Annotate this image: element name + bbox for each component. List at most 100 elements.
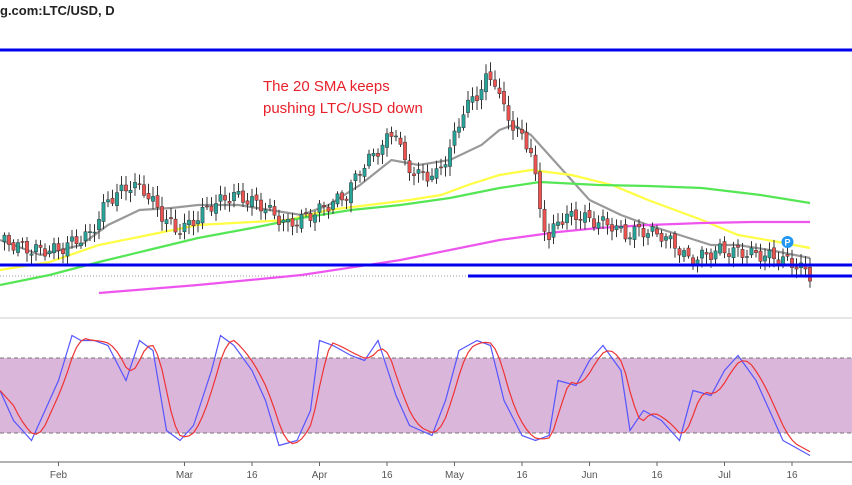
candle-body [619, 225, 623, 229]
candle-body [475, 95, 479, 102]
candle-body [740, 249, 745, 258]
x-tick-label: Jul [718, 470, 731, 481]
candle-body [650, 226, 655, 232]
candle-body [164, 219, 169, 224]
candle-body [209, 205, 214, 212]
candle-body [380, 144, 385, 155]
candle-body [682, 250, 686, 257]
candle-body [38, 244, 43, 248]
candle-body [587, 210, 592, 219]
candle-body [713, 250, 718, 260]
candle-body [344, 198, 349, 201]
candle-body [488, 71, 493, 80]
candle-body [101, 202, 106, 222]
candle-body [646, 233, 650, 238]
candle-body [745, 256, 749, 258]
candle-body [457, 126, 461, 133]
candle-body [785, 254, 790, 257]
candle-body [542, 209, 547, 232]
candle-body [578, 219, 583, 221]
candle-body [623, 224, 628, 240]
candle-body [497, 87, 502, 94]
candle-body [452, 130, 457, 146]
candle-body [709, 252, 713, 260]
candle-body [295, 224, 299, 227]
candle-body [520, 129, 524, 134]
candle-body [385, 133, 389, 148]
candle-body [83, 231, 88, 241]
candle-body [790, 258, 794, 268]
candle-body [182, 222, 187, 232]
candle-body [43, 248, 47, 257]
candle-body [767, 249, 772, 259]
candle-body [398, 137, 403, 145]
candle-body [317, 203, 322, 213]
x-tick-label: 16 [381, 470, 393, 481]
candle-body [259, 199, 263, 212]
stoch-k-line [0, 334, 811, 457]
candle-body [155, 195, 160, 208]
candle-body [281, 219, 286, 223]
candle-body [322, 205, 326, 207]
candle-body [412, 173, 416, 176]
candle-body [115, 192, 119, 207]
candle-body [700, 249, 704, 259]
candle-body [565, 213, 569, 224]
candle-body [794, 266, 799, 270]
stoch-d-line [0, 337, 811, 453]
candle-body [470, 96, 475, 103]
candle-body [277, 215, 281, 225]
candle-body [160, 206, 164, 222]
annotation-line-1: The 20 SMA keeps [263, 78, 390, 95]
candle-body [502, 91, 506, 105]
candle-body [506, 105, 511, 121]
candle-body [551, 223, 556, 238]
candle-body [88, 231, 92, 234]
candle-body [245, 200, 250, 205]
candle-body [403, 141, 407, 161]
candle-body [349, 182, 353, 204]
candle-body [133, 182, 137, 189]
candle-body [628, 237, 632, 240]
candle-body [659, 232, 664, 242]
candle-body [466, 99, 470, 113]
sma-line-sma100 [0, 180, 811, 287]
candle-body [434, 168, 439, 179]
candle-body [425, 171, 430, 182]
candle-body [511, 120, 515, 131]
candle-body [124, 184, 128, 192]
candle-body [754, 250, 758, 253]
candle-body [376, 153, 380, 157]
candle-body [538, 171, 542, 209]
candle-body [11, 242, 16, 251]
candle-body [407, 160, 412, 174]
candle-body [106, 199, 110, 203]
candle-body [142, 184, 146, 196]
candle-body [286, 218, 290, 223]
candle-body [556, 221, 560, 226]
candle-body [592, 218, 596, 228]
candle-body [758, 250, 763, 262]
candle-body [241, 190, 245, 203]
candle-body [236, 191, 241, 195]
candle-body [178, 233, 182, 235]
candle-body [47, 250, 52, 255]
candle-body [614, 225, 619, 230]
candle-body [20, 241, 25, 243]
candle-body [169, 217, 173, 219]
candle-body [227, 201, 232, 204]
x-tick-label: Mar [176, 470, 194, 481]
candle-body [479, 89, 484, 100]
candle-body [290, 218, 295, 227]
candle-body [583, 212, 587, 223]
candle-body [70, 236, 74, 242]
candle-body [731, 247, 736, 259]
candle-body [191, 220, 196, 227]
candle-body [736, 245, 740, 248]
candle-body [605, 218, 610, 226]
candle-body [722, 241, 727, 254]
candle-body [718, 243, 722, 254]
sma-line-sma200 [98, 220, 810, 295]
